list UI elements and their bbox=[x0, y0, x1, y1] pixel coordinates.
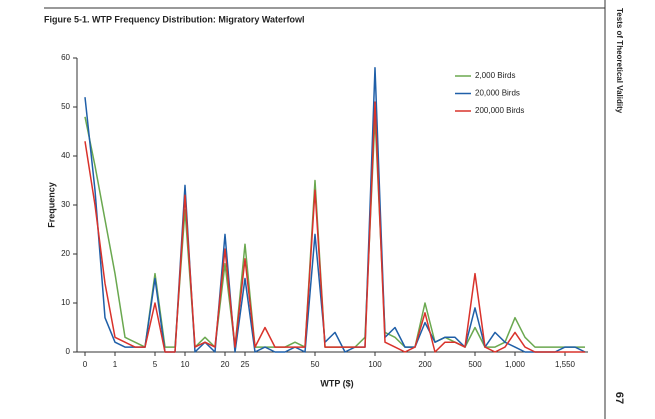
x-tick-label: 1,000 bbox=[505, 360, 526, 369]
y-tick-label: 0 bbox=[66, 347, 71, 356]
x-tick-label: 25 bbox=[241, 360, 250, 369]
y-tick-label: 40 bbox=[61, 151, 70, 160]
legend-label: 2,000 Birds bbox=[475, 71, 515, 80]
y-tick-label: 60 bbox=[61, 53, 70, 62]
x-tick-label: 20 bbox=[221, 360, 230, 369]
y-tick-label: 10 bbox=[61, 298, 70, 307]
running-head: Tests of Theoretical Validity bbox=[615, 8, 624, 114]
legend-label: 200,000 Birds bbox=[475, 106, 524, 115]
x-tick-label: 200 bbox=[418, 360, 432, 369]
y-tick-label: 50 bbox=[61, 102, 70, 111]
y-axis-label: Frequency bbox=[46, 182, 56, 228]
chart-title: Figure 5-1. WTP Frequency Distribution: … bbox=[44, 14, 305, 24]
x-tick-label: 5 bbox=[153, 360, 158, 369]
x-tick-label: 50 bbox=[311, 360, 320, 369]
x-tick-label: 1 bbox=[113, 360, 118, 369]
data-line bbox=[84, 101, 585, 353]
x-tick-label: 100 bbox=[368, 360, 382, 369]
x-tick-label: 10 bbox=[181, 360, 190, 369]
x-axis-label: WTP ($) bbox=[320, 378, 353, 388]
x-tick-label: 1,550 bbox=[555, 360, 576, 369]
page-number: 67 bbox=[613, 392, 625, 404]
y-tick-label: 30 bbox=[61, 200, 70, 209]
y-tick-label: 20 bbox=[61, 249, 70, 258]
x-tick-label: 0 bbox=[83, 360, 88, 369]
legend-label: 20,000 Birds bbox=[475, 89, 520, 98]
x-tick-label: 500 bbox=[468, 360, 482, 369]
